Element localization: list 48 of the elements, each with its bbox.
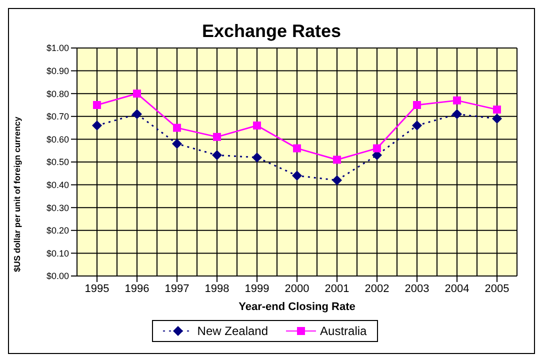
- y-tick-label: $0.30: [46, 202, 69, 213]
- y-tick-label: $0.00: [46, 271, 69, 282]
- x-tick-label: 1995: [84, 282, 110, 295]
- point: [412, 120, 422, 131]
- point: [213, 132, 221, 141]
- x-tick-label: 2005: [484, 282, 510, 295]
- y-axis-title: $US dollar per unit of foreign currency: [12, 116, 22, 272]
- x-tick-label: 2002: [364, 282, 390, 295]
- y-tick-label: $0.60: [46, 134, 69, 144]
- point: [413, 101, 421, 109]
- y-tick-label: $0.40: [46, 180, 69, 190]
- point: [92, 120, 102, 131]
- y-tick-label: $0.50: [46, 157, 69, 168]
- point: [493, 106, 501, 114]
- point: [253, 122, 261, 130]
- point: [492, 114, 502, 124]
- point: [292, 170, 302, 181]
- point: [132, 109, 142, 120]
- x-tick-label: 2000: [284, 282, 310, 295]
- point: [252, 152, 262, 162]
- point: [173, 124, 181, 132]
- x-tick-label: 2001: [324, 282, 350, 295]
- point: [172, 138, 182, 149]
- y-tick-label: $0.20: [46, 226, 69, 236]
- x-tick-label: 2003: [404, 282, 430, 295]
- y-tick-label: $1.00: [46, 43, 69, 54]
- point: [293, 144, 301, 152]
- y-tick-label: $0.90: [46, 66, 69, 76]
- legend-label: New Zealand: [196, 324, 268, 338]
- legend-label: Australia: [319, 324, 367, 338]
- point: [333, 156, 341, 164]
- point: [332, 175, 342, 186]
- x-tick-label: 2004: [444, 282, 470, 295]
- point: [212, 150, 222, 160]
- point: [373, 144, 381, 152]
- chart-title: Exchange Rates: [200, 21, 342, 42]
- x-axis-title: Year-end Closing Rate: [238, 301, 356, 313]
- y-tick-label: $0.10: [46, 248, 69, 258]
- x-tick-label: 1997: [164, 282, 190, 295]
- x-tick-label: 1999: [244, 282, 270, 295]
- y-tick-label: $0.70: [46, 112, 69, 122]
- point: [452, 109, 462, 120]
- point: [93, 101, 101, 109]
- x-tick-label: 1998: [204, 282, 230, 295]
- point: [133, 90, 141, 98]
- y-tick-label: $0.80: [46, 88, 69, 99]
- x-tick-label: 1996: [124, 282, 150, 295]
- point: [453, 96, 461, 104]
